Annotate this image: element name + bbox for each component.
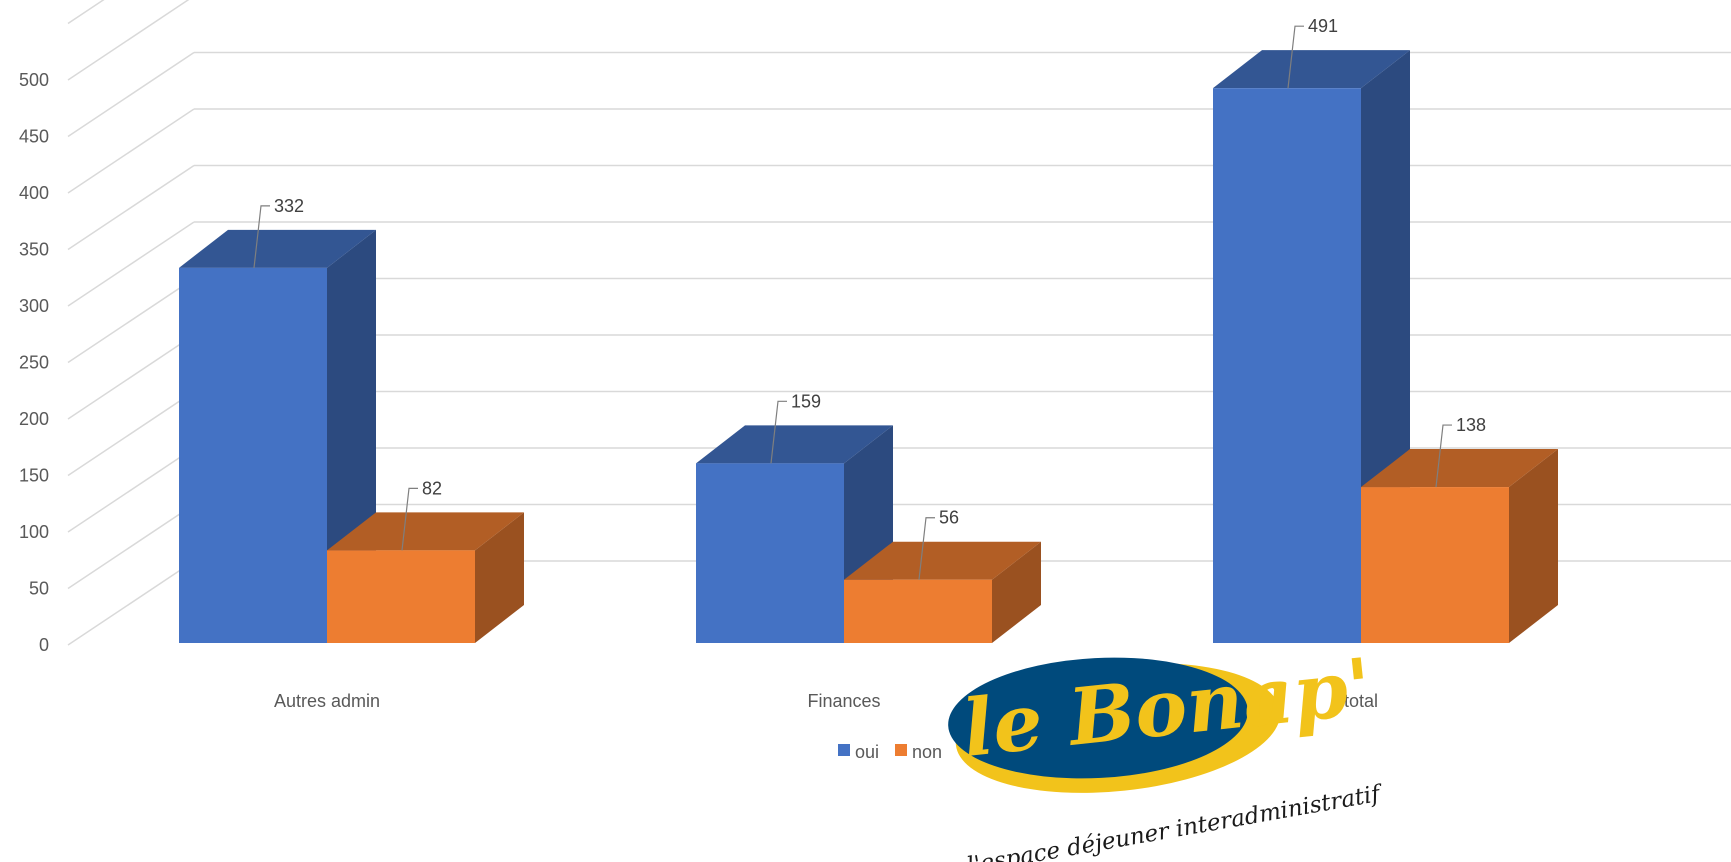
bar-top-face: [1213, 50, 1410, 89]
gridline-side: [67, 51, 195, 138]
bar-top-face: [844, 541, 1041, 580]
logo-blue-oval: [948, 657, 1248, 779]
y-tick-label: 450: [19, 127, 49, 147]
bar-top-face: [327, 512, 524, 551]
category-label: Autres admin: [274, 691, 380, 711]
data-label-leader: [918, 517, 935, 580]
data-label-leader: [770, 400, 787, 464]
category-label: total: [1344, 691, 1378, 711]
bar-side-face: [992, 541, 1041, 643]
bar-non: 56: [844, 508, 1041, 643]
bars: 332 82 159 56 491 138: [179, 16, 1558, 644]
bar-top-face: [179, 229, 376, 268]
y-axis-ticks: 0 50 100 150 200 250 300 350 400 450 500: [19, 70, 49, 655]
legend: oui non: [838, 742, 942, 762]
gridline-side: [67, 560, 195, 646]
data-label: 138: [1456, 415, 1486, 435]
y-tick-label: 300: [19, 296, 49, 316]
y-tick-label: 400: [19, 183, 49, 203]
bar-front-face: [1361, 487, 1509, 643]
bar-front-face: [696, 463, 844, 643]
gridline-side: [67, 503, 195, 590]
data-label: 56: [939, 508, 959, 528]
bar-non: 82: [327, 478, 524, 643]
data-label: 332: [274, 196, 304, 216]
gridline-side: [67, 447, 195, 533]
y-tick-label: 200: [19, 409, 49, 429]
gridline-side: [67, 334, 195, 420]
gridline-side: [67, 0, 190, 81]
data-label-leader: [253, 205, 270, 268]
legend-label-oui: oui: [855, 742, 879, 762]
y-tick-label: 50: [29, 579, 49, 599]
bar-front-face: [844, 579, 992, 643]
y-tick-label: 250: [19, 353, 49, 373]
y-tick-label: 350: [19, 240, 49, 260]
logo-tagline: l'espace déjeuner interadministratif: [965, 780, 1385, 862]
legend-label-non: non: [912, 742, 942, 762]
bar-front-face: [327, 550, 475, 643]
y-tick-label: 100: [19, 522, 49, 542]
data-label: 159: [791, 391, 821, 411]
bar-side-face: [1509, 449, 1558, 643]
data-label-leader: [401, 487, 418, 551]
category-labels: Autres admin Finances total: [274, 691, 1378, 711]
legend-swatch-oui: [838, 744, 850, 756]
bar-side-face: [475, 512, 524, 643]
gridline-side: [67, 277, 195, 364]
legend-swatch-non: [895, 744, 907, 756]
bar-non: 138: [1361, 415, 1558, 643]
gridline-side: [67, 164, 195, 251]
bar-top-face: [1361, 449, 1558, 488]
bar-top-face: [696, 425, 893, 464]
data-label-leader: [1287, 25, 1304, 89]
y-tick-label: 500: [19, 70, 49, 90]
grid: [67, 0, 1731, 646]
le-bonap-logo: le Bonap' l'espace déjeuner interadminis…: [948, 642, 1385, 862]
bar-front-face: [1213, 88, 1361, 644]
data-label: 491: [1308, 16, 1338, 36]
y-tick-label: 0: [39, 635, 49, 655]
gridline-side: [67, 390, 195, 477]
gridline-side: [67, 221, 195, 307]
bar-front-face: [179, 267, 327, 643]
data-label: 82: [422, 478, 442, 498]
y-tick-label: 150: [19, 466, 49, 486]
category-label: Finances: [807, 691, 880, 711]
data-label-leader: [1435, 424, 1452, 488]
gridline-side: [67, 0, 105, 25]
gridline-side: [67, 108, 195, 194]
